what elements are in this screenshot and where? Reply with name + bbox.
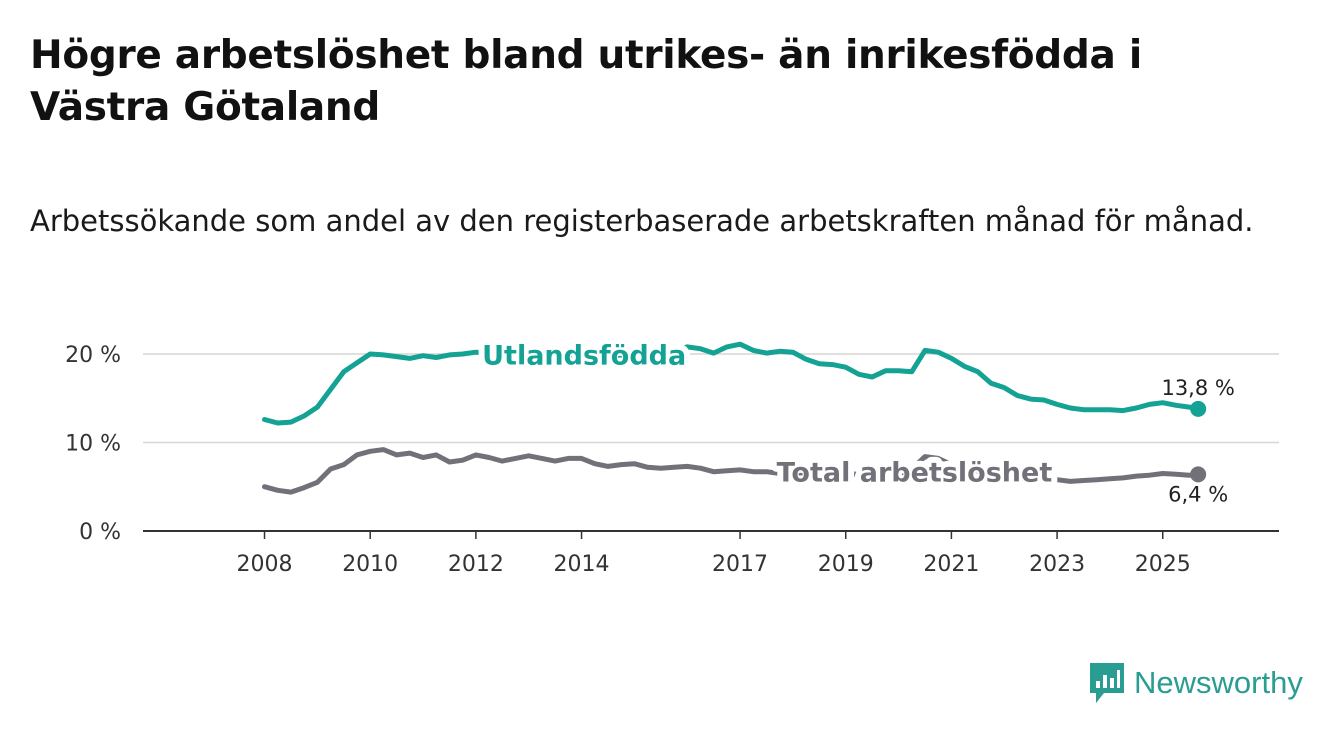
series-end-label: 13,8 %: [1161, 376, 1234, 400]
x-tick-label: 2008: [237, 552, 293, 577]
x-axis-ticks: 2008 2010 2012 2014 2017 2019 2021 2023 2025: [237, 531, 1191, 577]
x-tick-label: 2025: [1135, 552, 1191, 577]
x-tick-label: 2019: [818, 552, 874, 577]
series-line-utlandsfodda: [262, 341, 1201, 426]
x-tick-label: 2023: [1029, 552, 1085, 577]
series-end-label: 6,4 %: [1168, 482, 1228, 506]
series-name-label: Total arbetslöshet: [777, 458, 1053, 489]
series-labels: Utlandsfödda Total arbetslöshet: [476, 335, 1058, 495]
y-tick-label: 20 %: [65, 343, 121, 368]
brand-logo: Newsworthy: [1088, 660, 1303, 706]
x-tick-label: 2017: [712, 552, 768, 577]
series-line-total: [262, 447, 1201, 495]
y-tick-label: 10 %: [65, 431, 121, 456]
bar-chart-icon: [1090, 663, 1124, 703]
grid-lines: [143, 353, 1279, 444]
x-tick-label: 2012: [448, 552, 504, 577]
chart-subtitle: Arbetssökande som andel av den registerb…: [30, 204, 1254, 238]
y-tick-label: 0 %: [79, 520, 121, 545]
x-tick-label: 2014: [554, 552, 610, 577]
y-axis-ticks: 0 % 10 % 20 %: [65, 343, 121, 545]
series-end-marker: [1190, 466, 1207, 483]
series-end-marker: [1190, 400, 1207, 417]
brand-name: Newsworthy: [1134, 665, 1303, 700]
series-lines: 13,8 % 6,4 %: [262, 341, 1235, 506]
x-tick-label: 2010: [342, 552, 398, 577]
chart-title: Högre arbetslöshet bland utrikes- än inr…: [30, 33, 1142, 130]
x-tick-label: 2021: [923, 552, 979, 577]
series-name-label: Utlandsfödda: [482, 341, 686, 372]
